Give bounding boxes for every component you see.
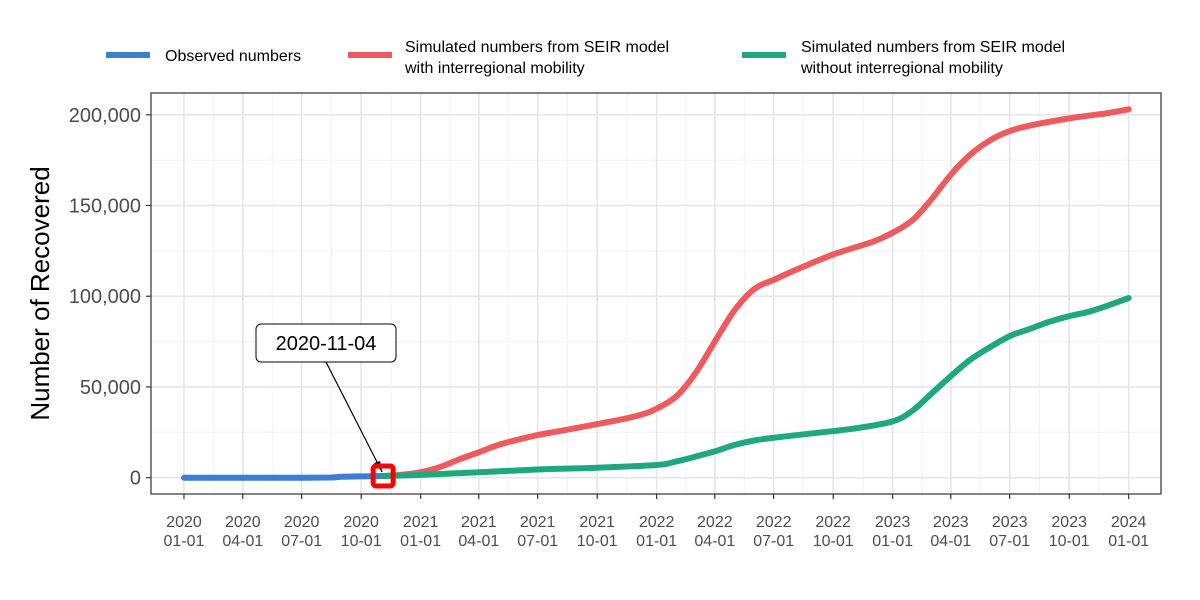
annotation-label: 2020-11-04 bbox=[276, 333, 377, 355]
annotation: 2020-11-04 bbox=[255, 323, 397, 489]
x-tick-month-day: 10-01 bbox=[813, 533, 854, 550]
x-tick-year: 2021 bbox=[520, 514, 556, 531]
x-tick-year: 2023 bbox=[992, 514, 1028, 531]
x-tick-month-day: 07-01 bbox=[281, 533, 322, 550]
gridlines bbox=[151, 93, 1161, 494]
y-tick-label: 200,000 bbox=[69, 105, 141, 127]
y-tick-label: 150,000 bbox=[69, 195, 141, 217]
y-tick-label: 100,000 bbox=[69, 286, 141, 308]
y-axis: 0 50,000 100,000 150,000 200,000 bbox=[69, 105, 151, 490]
simulated-without-mobility-line bbox=[380, 295, 1132, 479]
legend-item-simulated-without-mobility: Simulated numbers from SEIR model without… bbox=[742, 39, 1065, 77]
legend-label-line1: Simulated numbers from SEIR model bbox=[801, 39, 1065, 56]
annotation-box bbox=[255, 323, 397, 363]
simulated-with-mobility-line bbox=[380, 106, 1132, 479]
x-tick-year: 2020 bbox=[343, 514, 379, 531]
x-tick-year: 2020 bbox=[166, 514, 202, 531]
x-tick-month-day: 07-01 bbox=[753, 533, 794, 550]
x-tick-month-day: 10-01 bbox=[341, 533, 382, 550]
x-tick-year: 2022 bbox=[756, 514, 792, 531]
x-tick-month-day: 01-01 bbox=[1108, 533, 1149, 550]
x-tick-month-day: 04-01 bbox=[694, 533, 735, 550]
legend-label-line1: Simulated numbers from SEIR model bbox=[405, 39, 669, 56]
y-tick-label: 50,000 bbox=[80, 377, 141, 399]
annotation-leader-line bbox=[325, 361, 383, 473]
x-tick-month-day: 04-01 bbox=[222, 533, 263, 550]
x-tick-month-day: 01-01 bbox=[164, 533, 205, 550]
x-tick-year: 2023 bbox=[933, 514, 969, 531]
legend-item-simulated-with-mobility: Simulated numbers from SEIR model with in… bbox=[348, 39, 669, 77]
y-tick-label: 0 bbox=[130, 468, 141, 490]
x-tick-month-day: 04-01 bbox=[930, 533, 971, 550]
x-tick-month-day: 07-01 bbox=[517, 533, 558, 550]
x-axis: 2020 01-01 2020 04-01 2020 07-01 2020 10-01 2021… bbox=[164, 494, 1149, 550]
x-tick-year: 2021 bbox=[403, 514, 439, 531]
legend: Observed numbers Simulated numbers from S… bbox=[106, 39, 1065, 77]
legend-item-observed: Observed numbers bbox=[106, 48, 301, 65]
x-tick-year: 2020 bbox=[284, 514, 320, 531]
x-tick-month-day: 07-01 bbox=[989, 533, 1030, 550]
x-tick-month-day: 04-01 bbox=[458, 533, 499, 550]
x-tick-year: 2022 bbox=[639, 514, 675, 531]
x-tick-year: 2023 bbox=[1051, 514, 1087, 531]
x-tick-year: 2021 bbox=[461, 514, 497, 531]
x-tick-month-day: 10-01 bbox=[577, 533, 618, 550]
observed-line bbox=[181, 473, 387, 481]
y-axis-label: Number of Recovered bbox=[25, 166, 55, 420]
plot-border bbox=[150, 92, 1162, 495]
x-tick-month-day: 01-01 bbox=[872, 533, 913, 550]
x-tick-year: 2023 bbox=[875, 514, 911, 531]
x-tick-year: 2020 bbox=[225, 514, 261, 531]
x-tick-year: 2024 bbox=[1111, 514, 1147, 531]
legend-label: Observed numbers bbox=[165, 48, 301, 65]
x-tick-month-day: 10-01 bbox=[1049, 533, 1090, 550]
legend-label-line2: with interregional mobility bbox=[404, 60, 585, 77]
series-lines bbox=[181, 106, 1132, 481]
x-tick-month-day: 01-01 bbox=[400, 533, 441, 550]
x-tick-year: 2022 bbox=[697, 514, 733, 531]
x-tick-year: 2022 bbox=[815, 514, 851, 531]
x-tick-year: 2021 bbox=[579, 514, 615, 531]
x-tick-month-day: 01-01 bbox=[636, 533, 677, 550]
legend-label-line2: without interregional mobility bbox=[800, 60, 1003, 77]
highlight-marker bbox=[370, 463, 396, 489]
